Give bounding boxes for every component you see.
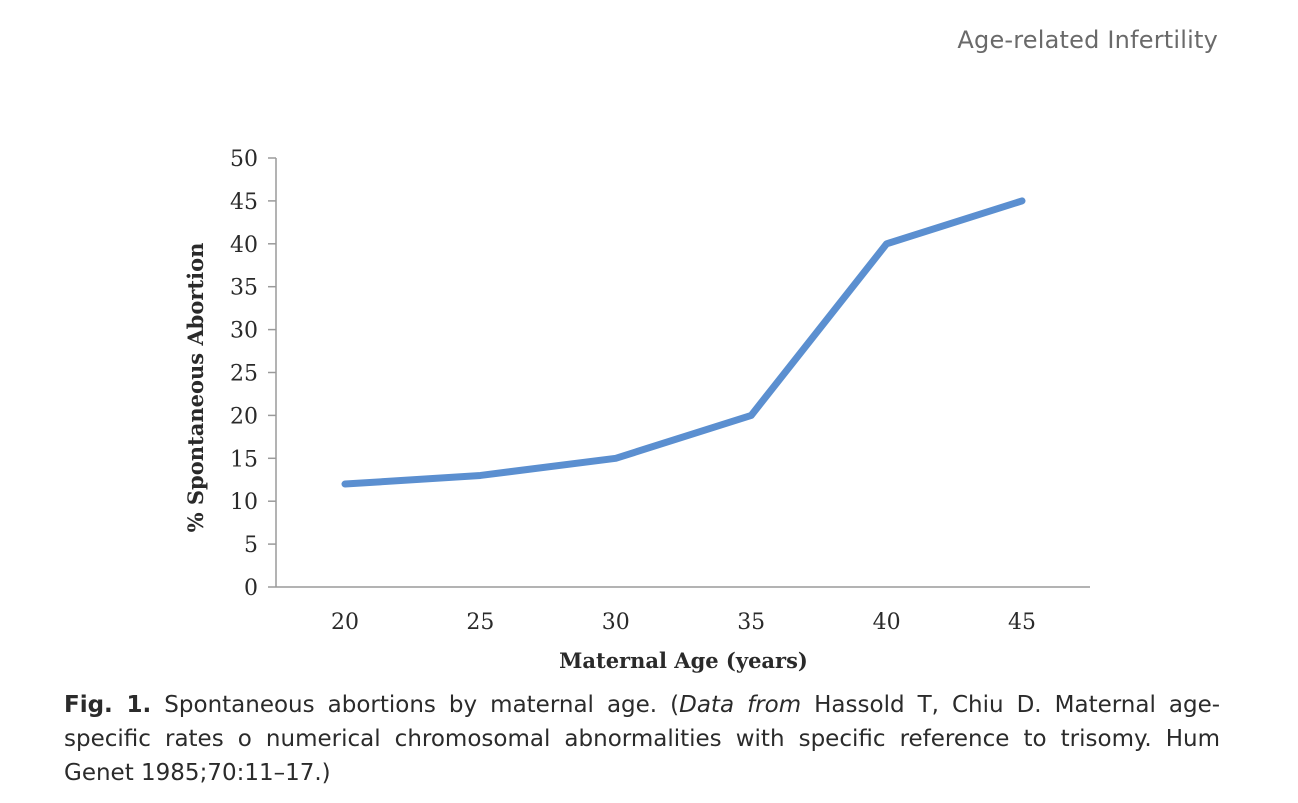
figure-caption: Fig. 1. Spontaneous abortions by materna… <box>64 688 1220 790</box>
figure-label: Fig. 1. <box>64 692 152 718</box>
y-axis-title: % Spontaneous Abortion <box>183 243 208 533</box>
x-tick-label: 45 <box>1008 610 1036 635</box>
x-tick-label: 20 <box>331 610 359 635</box>
y-tick-label: 20 <box>230 404 258 429</box>
line-chart: 0 5 10 15 20 25 30 35 40 45 50 20 25 30 35 40 45 % Spon… <box>183 147 1090 673</box>
caption-text: Spontaneous abortions by maternal age. ( <box>164 692 680 718</box>
y-tick-label: 15 <box>230 447 258 472</box>
y-axis: 0 5 10 15 20 25 30 35 40 45 50 <box>230 147 277 601</box>
series-line <box>341 197 1026 488</box>
caption-italic: Data from <box>679 692 802 718</box>
caption-reference: Hassold T, Chiu D. Maternal age-specific… <box>64 692 1221 786</box>
running-head: Age-related Infertility <box>957 26 1218 54</box>
series <box>341 197 1026 488</box>
x-tick-label: 35 <box>737 610 765 635</box>
x-tick-label: 40 <box>873 610 901 635</box>
y-tick-label: 0 <box>244 576 258 601</box>
y-tick-label: 5 <box>244 533 258 558</box>
y-tick-label: 50 <box>230 147 258 172</box>
x-tick-label: 25 <box>466 610 494 635</box>
x-axis-title: Maternal Age (years) <box>559 648 808 673</box>
x-axis: 20 25 30 35 40 45 <box>276 586 1090 635</box>
y-tick-label: 10 <box>230 490 258 515</box>
y-tick-label: 40 <box>230 233 258 258</box>
y-tick-label: 45 <box>230 190 258 215</box>
y-tick-label: 25 <box>230 362 258 387</box>
x-tick-label: 30 <box>602 610 630 635</box>
y-tick-label: 35 <box>230 276 258 301</box>
y-tick-label: 30 <box>230 319 258 344</box>
